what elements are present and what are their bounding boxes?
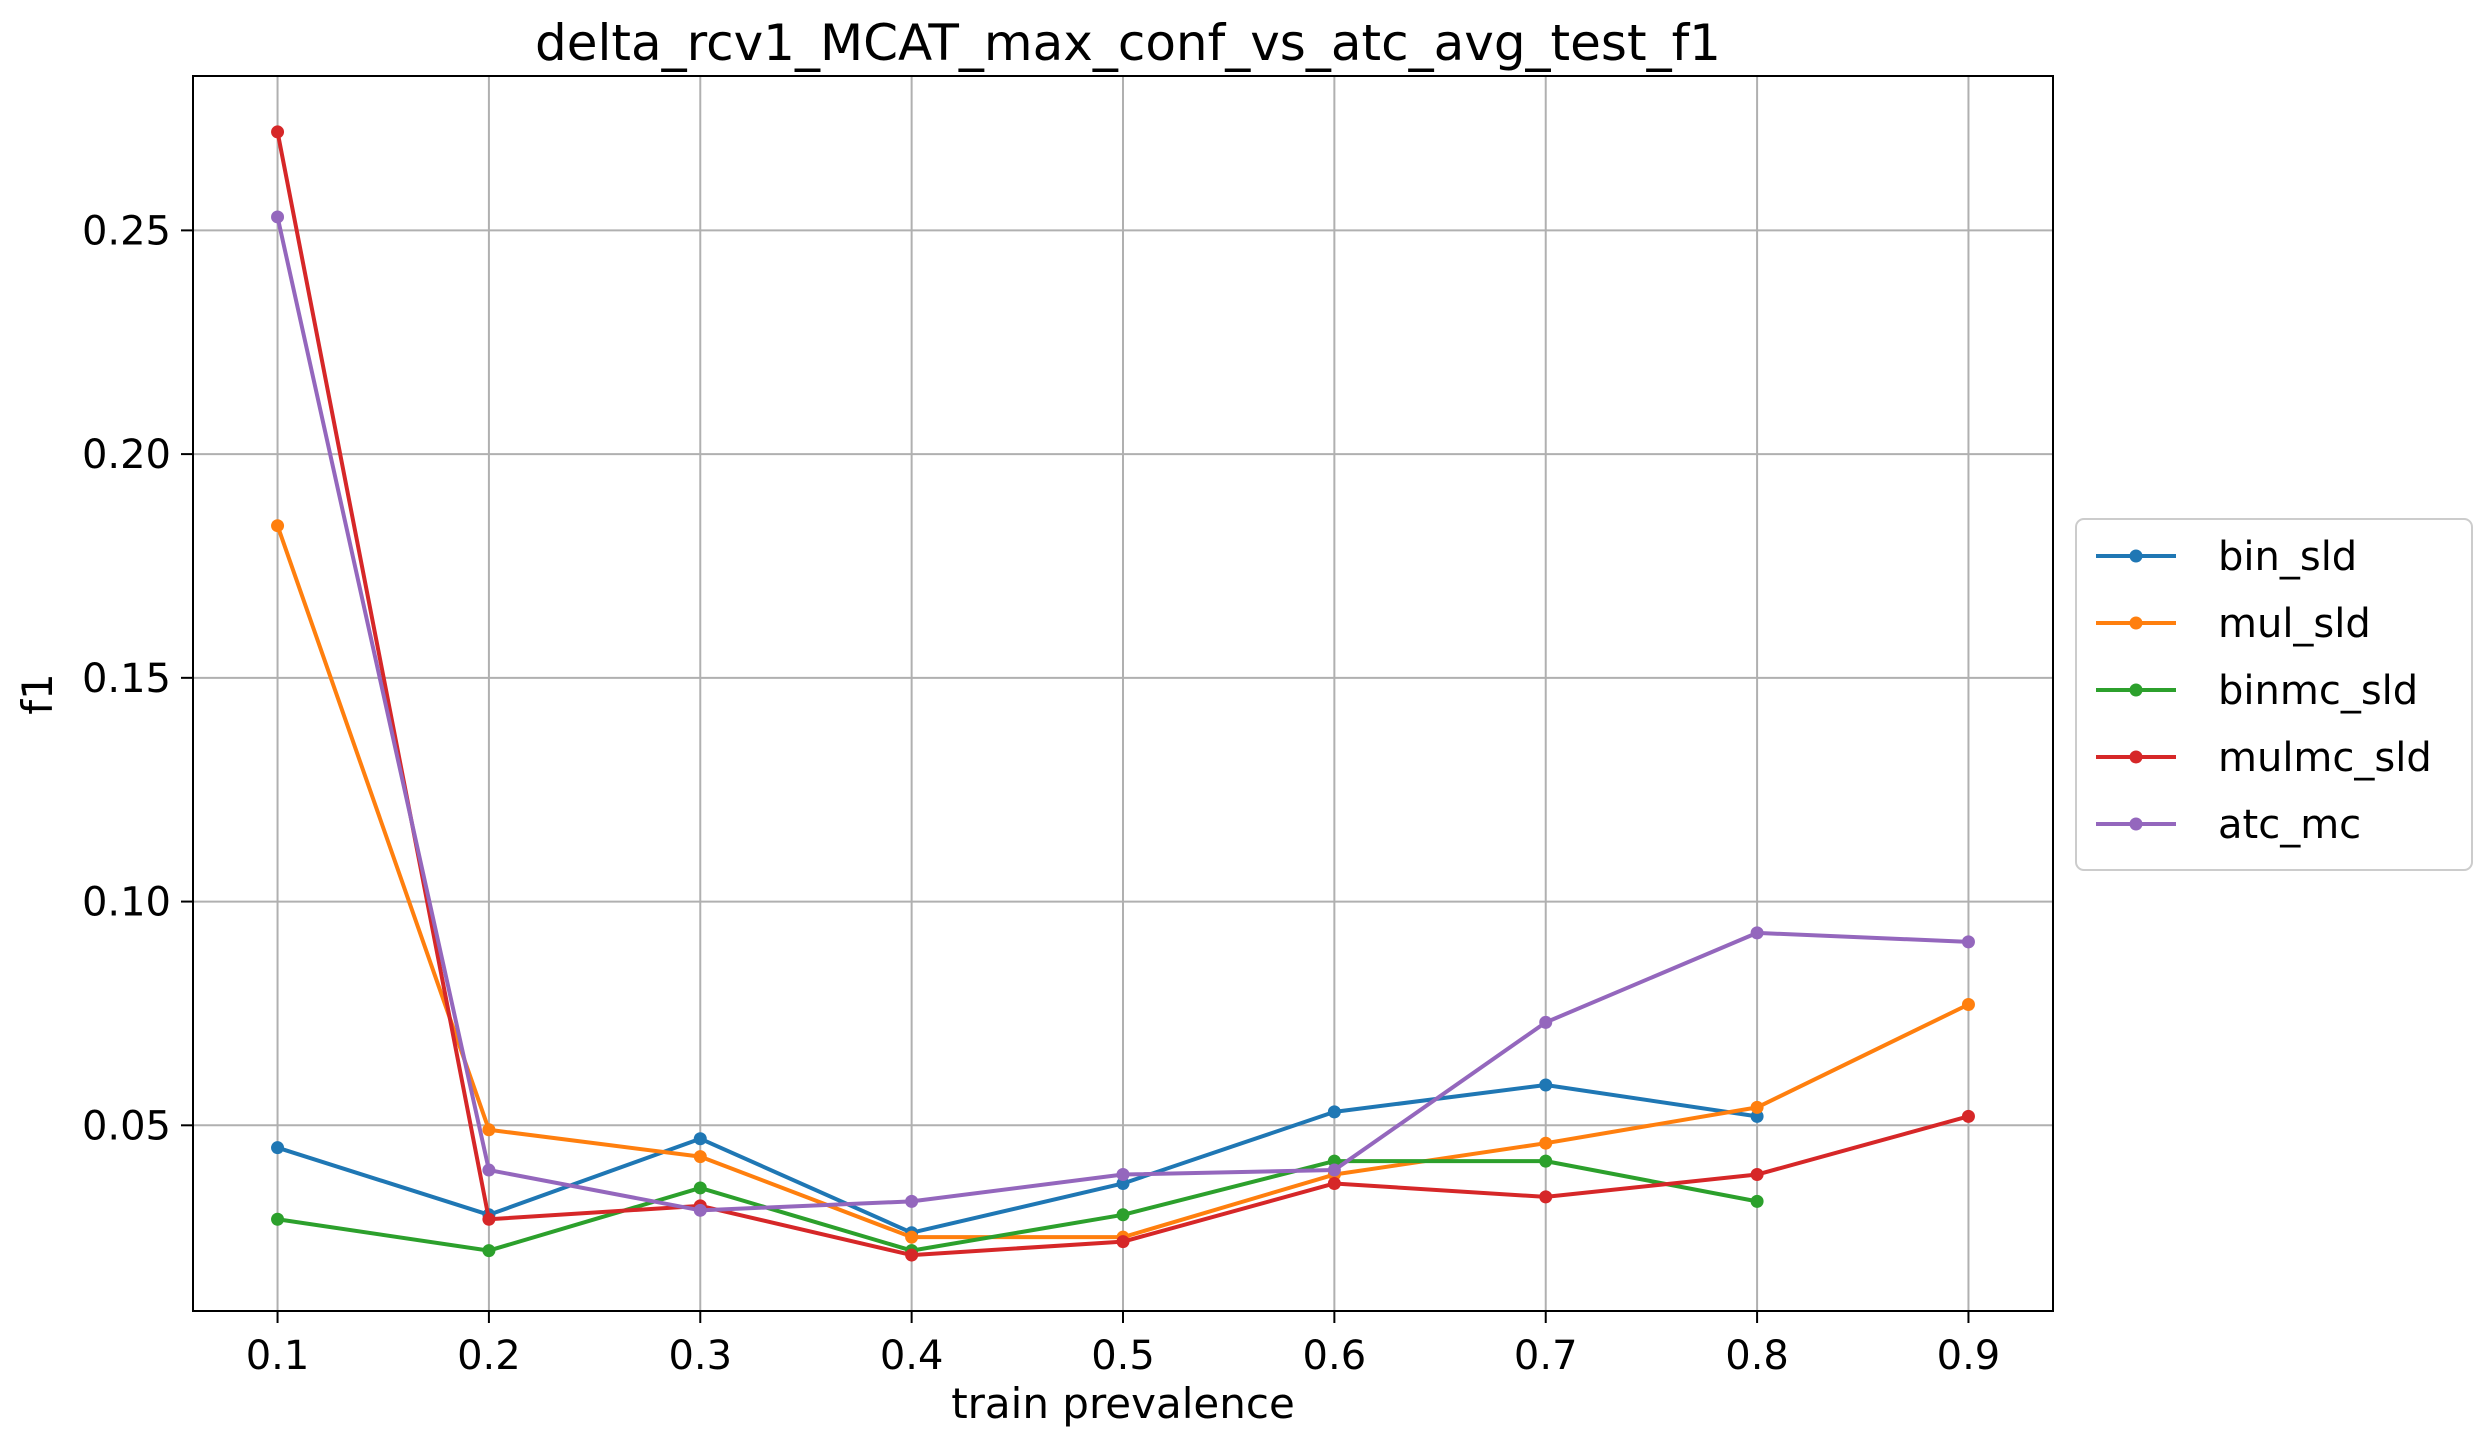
data-point bbox=[693, 1203, 707, 1217]
legend-label: bin_sld bbox=[2218, 534, 2357, 580]
legend-item-mul_sld: mul_sld bbox=[2096, 601, 2371, 647]
data-point bbox=[482, 1163, 496, 1177]
data-point bbox=[1750, 1194, 1764, 1208]
data-point bbox=[905, 1194, 919, 1208]
series-line bbox=[276, 1083, 1758, 1235]
data-point bbox=[271, 1141, 285, 1155]
data-point bbox=[1327, 1154, 1341, 1168]
legend-item-bin_sld: bin_sld bbox=[2096, 534, 2357, 580]
x-tick-label: 0.2 bbox=[457, 1333, 521, 1379]
x-tick-label: 0.9 bbox=[1937, 1333, 2001, 1379]
data-point bbox=[271, 1212, 285, 1226]
data-point bbox=[1961, 997, 1975, 1011]
legend: bin_sld mul_sld binmc_sld mulmc_sld atc_mc bbox=[2075, 518, 2473, 871]
data-point bbox=[905, 1230, 919, 1244]
x-tick-label: 0.3 bbox=[668, 1333, 732, 1379]
data-point bbox=[1327, 1163, 1341, 1177]
legend-label: binmc_sld bbox=[2218, 668, 2418, 714]
legend-marker bbox=[2129, 616, 2143, 630]
data-point bbox=[1327, 1176, 1341, 1190]
x-tick-label: 0.6 bbox=[1303, 1333, 1367, 1379]
legend-label: mulmc_sld bbox=[2218, 735, 2432, 781]
chart-title: delta_rcv1_MCAT_max_conf_vs_atc_avg_test… bbox=[535, 14, 1721, 72]
series-binmc_sld bbox=[271, 1154, 1764, 1258]
data-point bbox=[1961, 1109, 1975, 1123]
series-mulmc_sld bbox=[271, 125, 1975, 1262]
data-point bbox=[1539, 1154, 1553, 1168]
y-axis-label: f1 bbox=[13, 673, 62, 715]
data-point bbox=[1116, 1176, 1130, 1190]
data-point bbox=[1116, 1235, 1130, 1249]
y-tick-label: 0.25 bbox=[82, 208, 171, 254]
y-tick-label: 0.15 bbox=[82, 656, 171, 702]
y-tick-label: 0.20 bbox=[82, 432, 171, 478]
legend-marker bbox=[2129, 817, 2143, 831]
data-point bbox=[482, 1123, 496, 1137]
data-point bbox=[482, 1212, 496, 1226]
legend-label: atc_mc bbox=[2218, 802, 2361, 848]
legend-box bbox=[2075, 518, 2473, 871]
series-line bbox=[277, 1159, 1758, 1253]
data-point bbox=[271, 519, 285, 533]
data-point bbox=[1750, 1168, 1764, 1182]
legend-item-mulmc_sld: mulmc_sld bbox=[2096, 735, 2432, 781]
x-tick-label: 0.1 bbox=[246, 1333, 310, 1379]
legend-item-binmc_sld: binmc_sld bbox=[2096, 668, 2418, 714]
legend-marker bbox=[2129, 683, 2143, 697]
data-point bbox=[693, 1132, 707, 1146]
legend-marker bbox=[2129, 750, 2143, 764]
data-point bbox=[1750, 1109, 1764, 1123]
data-point bbox=[482, 1244, 496, 1258]
series-atc_mc bbox=[271, 210, 1975, 1217]
data-point bbox=[271, 210, 285, 224]
data-point bbox=[1116, 1168, 1130, 1182]
legend-label: mul_sld bbox=[2218, 601, 2371, 647]
data-point bbox=[1961, 935, 1975, 949]
y-axis-ticks: 0.05 0.10 0.15 0.20 0.25 bbox=[82, 208, 193, 1149]
data-point bbox=[905, 1248, 919, 1262]
y-tick-label: 0.05 bbox=[82, 1103, 171, 1149]
x-tick-label: 0.5 bbox=[1091, 1333, 1155, 1379]
x-axis-ticks: 0.1 0.2 0.3 0.4 0.5 0.6 0.7 0.8 0.9 bbox=[246, 1311, 2001, 1379]
data-point bbox=[271, 125, 285, 139]
x-tick-label: 0.7 bbox=[1514, 1333, 1578, 1379]
x-tick-label: 0.4 bbox=[880, 1333, 944, 1379]
data-point bbox=[1116, 1208, 1130, 1222]
data-point bbox=[1539, 1078, 1553, 1092]
legend-item-atc_mc: atc_mc bbox=[2096, 802, 2361, 848]
data-point bbox=[1539, 1136, 1553, 1150]
data-point bbox=[1539, 1015, 1553, 1029]
data-point bbox=[693, 1181, 707, 1195]
data-point bbox=[1750, 926, 1764, 940]
y-tick-label: 0.10 bbox=[82, 880, 171, 926]
legend-marker bbox=[2129, 549, 2143, 563]
x-tick-label: 0.8 bbox=[1725, 1333, 1789, 1379]
data-point bbox=[693, 1150, 707, 1164]
x-axis-label: train prevalence bbox=[951, 1379, 1295, 1428]
grid-lines bbox=[193, 76, 2053, 1311]
data-point bbox=[1327, 1105, 1341, 1119]
data-point bbox=[1539, 1190, 1553, 1204]
data-point bbox=[1750, 1100, 1764, 1114]
series-layer bbox=[271, 125, 1975, 1262]
